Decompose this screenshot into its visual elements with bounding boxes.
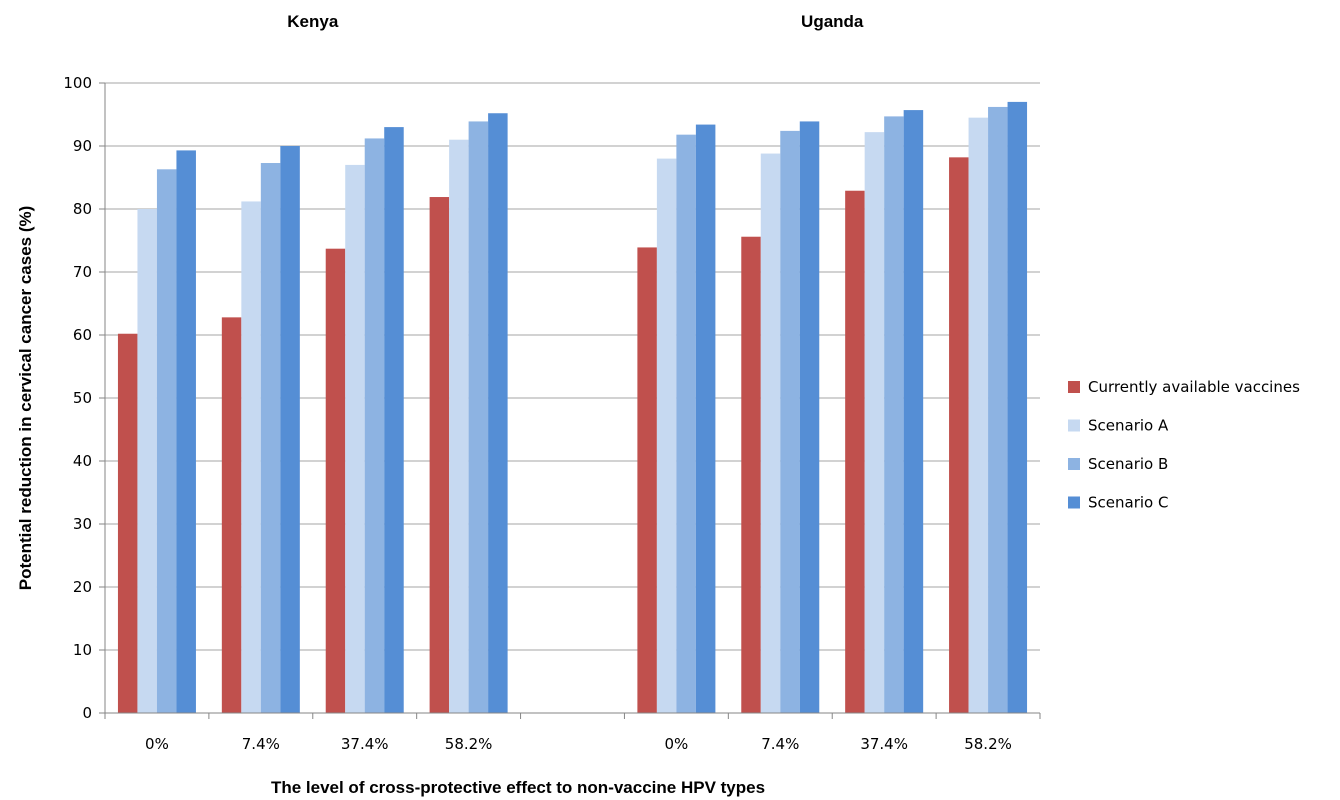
bar xyxy=(468,121,489,714)
x-tick-label: 37.4% xyxy=(341,735,389,753)
bar xyxy=(799,121,820,714)
group-title-kenya: Kenya xyxy=(287,12,339,31)
legend-label: Scenario B xyxy=(1088,455,1168,473)
y-tick-label: 90 xyxy=(73,137,92,155)
bar xyxy=(988,106,1008,713)
bar xyxy=(260,163,281,713)
bar xyxy=(741,236,761,713)
bar xyxy=(968,117,989,713)
bar xyxy=(903,110,924,714)
x-tick-label: 7.4% xyxy=(761,735,799,753)
bar xyxy=(656,158,677,714)
bar xyxy=(695,124,716,713)
legend-label: Currently available vaccines xyxy=(1088,378,1300,396)
bar xyxy=(156,169,177,713)
x-tick-label: 7.4% xyxy=(242,735,280,753)
bar xyxy=(1007,101,1028,713)
bar xyxy=(760,153,781,713)
y-tick-label: 60 xyxy=(73,326,92,344)
legend-swatch xyxy=(1068,496,1080,509)
bar xyxy=(488,113,508,714)
bar xyxy=(676,134,696,713)
bar xyxy=(384,127,404,714)
x-axis-title: The level of cross-protective effect to … xyxy=(271,778,765,797)
legend: Currently available vaccines Scenario A Sc… xyxy=(1068,378,1300,512)
y-tick-label: 100 xyxy=(63,74,92,92)
bars xyxy=(117,101,1028,714)
y-tick-label: 30 xyxy=(73,515,92,533)
group-title-uganda: Uganda xyxy=(801,12,864,31)
legend-label: Scenario A xyxy=(1088,417,1169,435)
x-tick-label: 37.4% xyxy=(860,735,908,753)
legend-swatch xyxy=(1068,419,1080,432)
y-tick-label: 40 xyxy=(73,452,92,470)
bar xyxy=(325,248,346,713)
y-tick-label: 50 xyxy=(73,389,92,407)
y-tick-label: 80 xyxy=(73,200,92,218)
x-tick-label: 0% xyxy=(664,735,688,753)
bar xyxy=(176,150,196,713)
bar xyxy=(845,190,865,714)
y-tick-label: 0 xyxy=(82,704,92,722)
bar xyxy=(780,130,800,713)
bar xyxy=(637,247,657,713)
legend-swatch xyxy=(1068,381,1080,393)
bar xyxy=(221,317,242,713)
x-tick-label: 58.2% xyxy=(445,735,493,753)
bar xyxy=(429,197,450,713)
axes xyxy=(99,82,1041,719)
labels: 0 10 20 30 40 50 60 70 80 90 100 Kenya 0% 7.4% 37.4% 58… xyxy=(63,12,1012,753)
bar xyxy=(345,164,365,713)
legend-swatch xyxy=(1068,458,1080,470)
bar xyxy=(241,201,261,713)
bar xyxy=(449,139,469,713)
bar xyxy=(280,146,300,713)
bar xyxy=(137,209,157,713)
y-tick-label: 10 xyxy=(73,641,92,659)
x-tick-label: 0% xyxy=(145,735,169,753)
x-tick-label: 58.2% xyxy=(964,735,1012,753)
y-tick-label: 70 xyxy=(73,263,92,281)
bar xyxy=(117,333,138,713)
y-tick-label: 20 xyxy=(73,578,92,596)
legend-label: Scenario C xyxy=(1088,494,1168,512)
bar xyxy=(884,116,904,713)
bar xyxy=(864,132,885,713)
bar xyxy=(364,138,385,713)
bar xyxy=(949,157,969,714)
y-axis-title: Potential reduction in cervical cancer c… xyxy=(16,206,35,591)
